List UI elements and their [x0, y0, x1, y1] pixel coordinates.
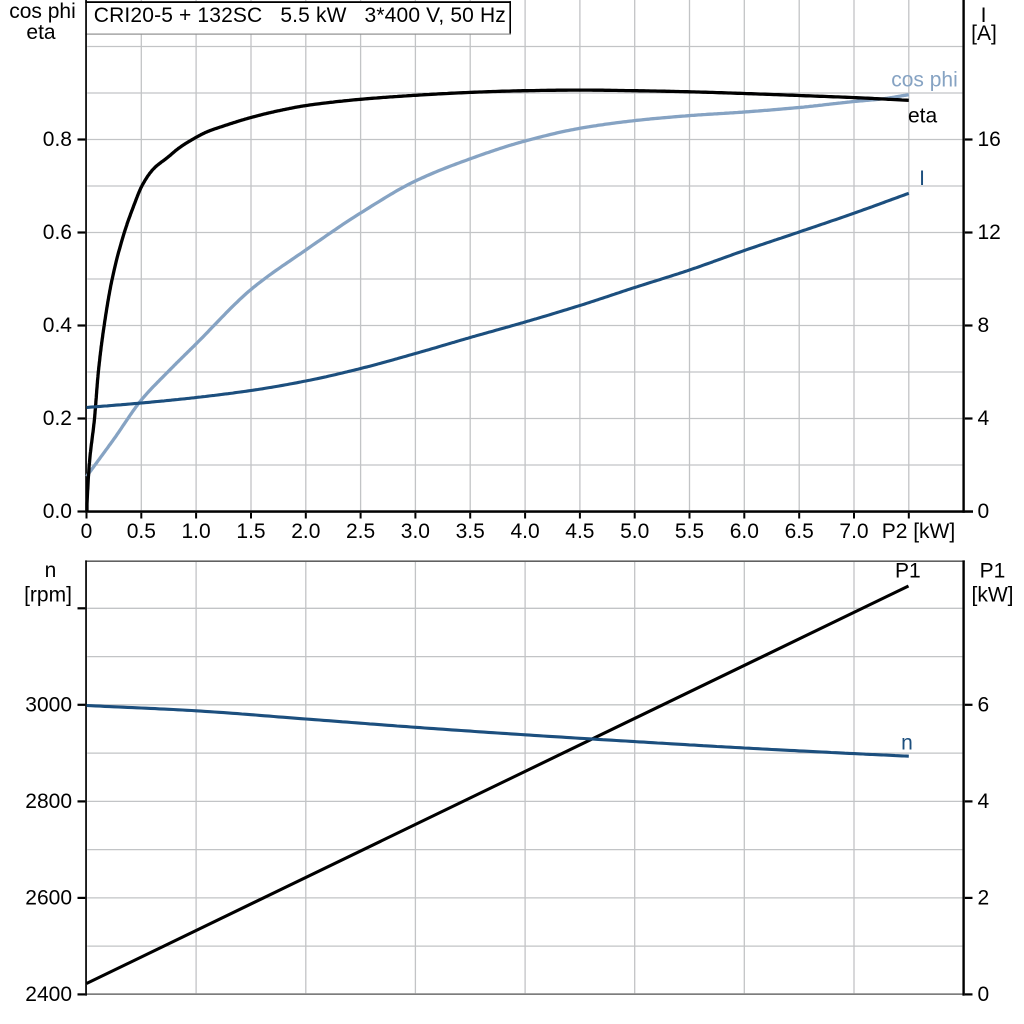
svg-text:0: 0	[81, 520, 93, 543]
svg-text:3.0: 3.0	[401, 520, 430, 543]
svg-text:5.5: 5.5	[675, 520, 704, 543]
svg-text:n: n	[45, 559, 57, 582]
svg-text:0: 0	[978, 500, 990, 523]
svg-text:0: 0	[978, 983, 990, 1006]
svg-text:P1: P1	[980, 560, 1006, 583]
svg-text:eta: eta	[26, 21, 56, 44]
svg-text:4.0: 4.0	[510, 520, 539, 543]
svg-text:[kW]: [kW]	[972, 584, 1014, 607]
svg-text:6.5: 6.5	[785, 520, 814, 543]
svg-text:P2 [kW]: P2 [kW]	[882, 520, 956, 543]
svg-text:cos phi: cos phi	[891, 69, 958, 92]
svg-text:P1: P1	[895, 560, 921, 583]
svg-text:2: 2	[978, 886, 990, 909]
svg-text:2.0: 2.0	[291, 520, 320, 543]
svg-text:4: 4	[978, 790, 990, 813]
svg-text:0.0: 0.0	[43, 500, 72, 523]
svg-text:0.6: 0.6	[43, 221, 72, 244]
svg-text:[rpm]: [rpm]	[24, 584, 72, 607]
svg-text:6.0: 6.0	[730, 520, 759, 543]
svg-text:3000: 3000	[25, 693, 72, 716]
svg-text:I: I	[919, 167, 925, 190]
svg-text:0.2: 0.2	[43, 407, 72, 430]
svg-text:2.5: 2.5	[346, 520, 375, 543]
svg-text:0.4: 0.4	[43, 314, 73, 337]
svg-text:I: I	[981, 4, 987, 27]
svg-text:eta: eta	[908, 105, 938, 128]
svg-text:cos phi: cos phi	[9, 0, 76, 23]
svg-text:4: 4	[978, 407, 990, 430]
svg-text:7.0: 7.0	[839, 520, 868, 543]
svg-text:4.5: 4.5	[565, 520, 594, 543]
svg-text:0.5: 0.5	[127, 520, 156, 543]
svg-text:CRI20-5 + 132SC 5.5 kW 3*4: CRI20-5 + 132SC 5.5 kW 3*400 V, 50 Hz	[94, 4, 506, 27]
svg-text:8: 8	[978, 314, 990, 337]
svg-text:6: 6	[978, 693, 990, 716]
svg-text:[A]: [A]	[971, 22, 997, 45]
svg-text:12: 12	[978, 221, 1001, 244]
svg-text:1.5: 1.5	[236, 520, 265, 543]
svg-text:2600: 2600	[25, 886, 72, 909]
svg-text:16: 16	[978, 128, 1001, 151]
svg-text:5.0: 5.0	[620, 520, 649, 543]
svg-text:3.5: 3.5	[456, 520, 485, 543]
svg-text:1.0: 1.0	[181, 520, 210, 543]
svg-text:2400: 2400	[25, 983, 72, 1006]
svg-text:2800: 2800	[25, 790, 72, 813]
svg-text:n: n	[901, 732, 913, 755]
svg-text:0.8: 0.8	[43, 128, 72, 151]
